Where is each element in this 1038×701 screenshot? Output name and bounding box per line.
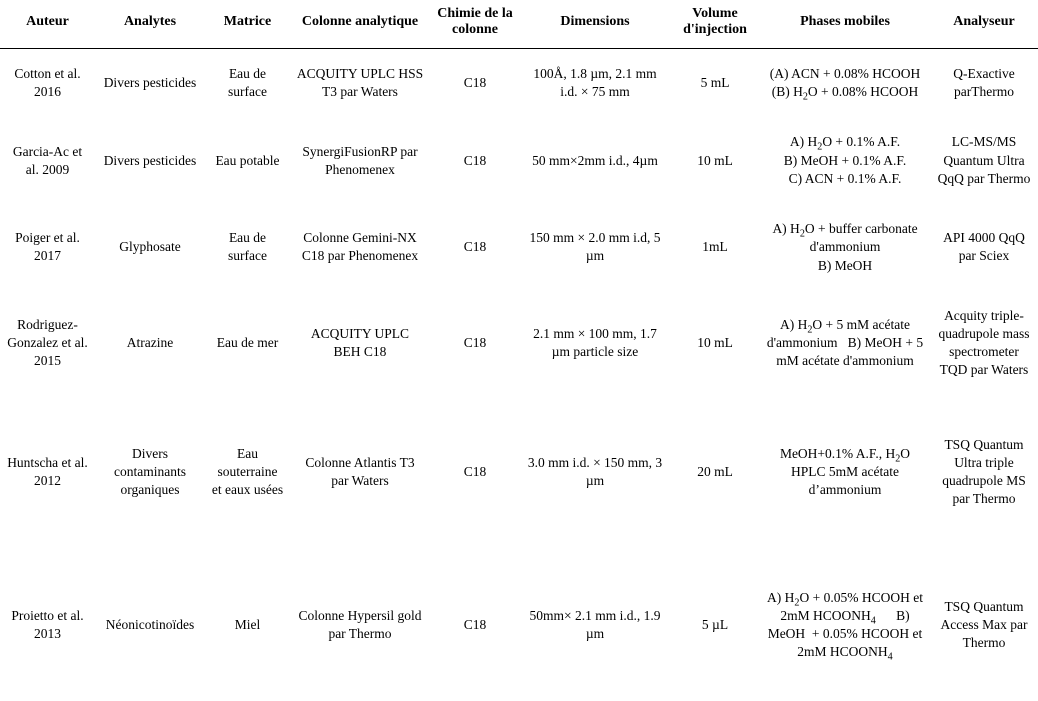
cell-dimensions: 50 mm×2mm i.d., 4µm bbox=[520, 117, 670, 204]
cell-dimensions: 2.1 mm × 100 mm, 1.7 µm particle size bbox=[520, 291, 670, 396]
cell-phases: (A) ACN + 0.08% HCOOH(B) H2O + 0.08% HCO… bbox=[760, 49, 930, 118]
cell-matrice: Miel bbox=[205, 549, 290, 701]
cell-matrice: Eau potable bbox=[205, 117, 290, 204]
methods-table: Auteur Analytes Matrice Colonne analytiq… bbox=[0, 0, 1038, 701]
col-dimensions: Dimensions bbox=[520, 0, 670, 49]
cell-analyseur: Q-Exactive parThermo bbox=[930, 49, 1038, 118]
cell-dimensions: 150 mm × 2.0 mm i.d, 5 µm bbox=[520, 204, 670, 291]
cell-phases: A) H2O + 5 mM acétate d'ammonium B) MeOH… bbox=[760, 291, 930, 396]
cell-chimie: C18 bbox=[430, 49, 520, 118]
cell-colonne: ACQUITY UPLC BEH C18 bbox=[290, 291, 430, 396]
cell-colonne: ACQUITY UPLC HSS T3 par Waters bbox=[290, 49, 430, 118]
table-row: Cotton et al. 2016Divers pesticidesEau d… bbox=[0, 49, 1038, 118]
cell-colonne: Colonne Hypersil gold par Thermo bbox=[290, 549, 430, 701]
cell-chimie: C18 bbox=[430, 204, 520, 291]
col-analytes: Analytes bbox=[95, 0, 205, 49]
table-body: Cotton et al. 2016Divers pesticidesEau d… bbox=[0, 49, 1038, 701]
cell-chimie: C18 bbox=[430, 396, 520, 549]
cell-analytes: Néonicotinoïdes bbox=[95, 549, 205, 701]
cell-phases: A) H2O + 0.05% HCOOH et 2mM HCOONH4 B) M… bbox=[760, 549, 930, 701]
cell-analyseur: LC-MS/MS Quantum Ultra QqQ par Thermo bbox=[930, 117, 1038, 204]
cell-chimie: C18 bbox=[430, 117, 520, 204]
cell-colonne: SynergiFusionRP par Phenomenex bbox=[290, 117, 430, 204]
cell-auteur: Huntscha et al. 2012 bbox=[0, 396, 95, 549]
cell-phases: MeOH+0.1% A.F., H2O HPLC 5mM acétate d’a… bbox=[760, 396, 930, 549]
cell-analytes: Divers pesticides bbox=[95, 117, 205, 204]
cell-dimensions: 50mm× 2.1 mm i.d., 1.9 µm bbox=[520, 549, 670, 701]
table-row: Poiger et al. 2017GlyphosateEau de surfa… bbox=[0, 204, 1038, 291]
col-volume: Volume d'injection bbox=[670, 0, 760, 49]
cell-auteur: Garcia-Ac et al. 2009 bbox=[0, 117, 95, 204]
cell-matrice: Eau de surface bbox=[205, 204, 290, 291]
cell-volume: 1mL bbox=[670, 204, 760, 291]
table-row: Proietto et al. 2013NéonicotinoïdesMielC… bbox=[0, 549, 1038, 701]
cell-analyseur: API 4000 QqQ par Sciex bbox=[930, 204, 1038, 291]
cell-volume: 10 mL bbox=[670, 117, 760, 204]
cell-matrice: Eau de surface bbox=[205, 49, 290, 118]
cell-analytes: Divers pesticides bbox=[95, 49, 205, 118]
cell-phases: A) H2O + 0.1% A.F.B) MeOH + 0.1% A.F.C) … bbox=[760, 117, 930, 204]
col-analyseur: Analyseur bbox=[930, 0, 1038, 49]
cell-auteur: Poiger et al. 2017 bbox=[0, 204, 95, 291]
col-auteur: Auteur bbox=[0, 0, 95, 49]
cell-analytes: Glyphosate bbox=[95, 204, 205, 291]
col-colonne: Colonne analytique bbox=[290, 0, 430, 49]
cell-analytes: Atrazine bbox=[95, 291, 205, 396]
cell-volume: 5 mL bbox=[670, 49, 760, 118]
cell-matrice: Eau souterraine et eaux usées bbox=[205, 396, 290, 549]
col-matrice: Matrice bbox=[205, 0, 290, 49]
cell-volume: 10 mL bbox=[670, 291, 760, 396]
cell-analytes: Divers contaminants organiques bbox=[95, 396, 205, 549]
table-row: Rodriguez-Gonzalez et al. 2015AtrazineEa… bbox=[0, 291, 1038, 396]
cell-dimensions: 3.0 mm i.d. × 150 mm, 3 µm bbox=[520, 396, 670, 549]
cell-phases: A) H2O + buffer carbonate d'ammoniumB) M… bbox=[760, 204, 930, 291]
cell-auteur: Rodriguez-Gonzalez et al. 2015 bbox=[0, 291, 95, 396]
cell-analyseur: Acquity triple-quadrupole mass spectrome… bbox=[930, 291, 1038, 396]
cell-matrice: Eau de mer bbox=[205, 291, 290, 396]
cell-analyseur: TSQ Quantum Ultra triple quadrupole MS p… bbox=[930, 396, 1038, 549]
cell-chimie: C18 bbox=[430, 549, 520, 701]
cell-dimensions: 100Å, 1.8 µm, 2.1 mm i.d. × 75 mm bbox=[520, 49, 670, 118]
col-chimie: Chimie de la colonne bbox=[430, 0, 520, 49]
cell-volume: 20 mL bbox=[670, 396, 760, 549]
cell-colonne: Colonne Atlantis T3 par Waters bbox=[290, 396, 430, 549]
table-header: Auteur Analytes Matrice Colonne analytiq… bbox=[0, 0, 1038, 49]
cell-colonne: Colonne Gemini-NX C18 par Phenomenex bbox=[290, 204, 430, 291]
cell-chimie: C18 bbox=[430, 291, 520, 396]
cell-auteur: Proietto et al. 2013 bbox=[0, 549, 95, 701]
col-phases: Phases mobiles bbox=[760, 0, 930, 49]
cell-volume: 5 µL bbox=[670, 549, 760, 701]
cell-analyseur: TSQ Quantum Access Max par Thermo bbox=[930, 549, 1038, 701]
table-row: Huntscha et al. 2012Divers contaminants … bbox=[0, 396, 1038, 549]
cell-auteur: Cotton et al. 2016 bbox=[0, 49, 95, 118]
table-row: Garcia-Ac et al. 2009Divers pesticidesEa… bbox=[0, 117, 1038, 204]
